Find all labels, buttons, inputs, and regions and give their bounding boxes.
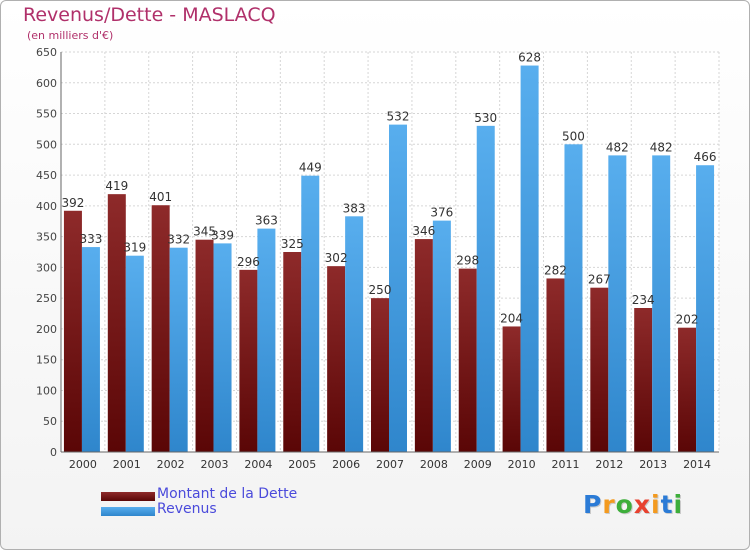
x-tick-label-2000: 2000 bbox=[69, 458, 97, 471]
bar-revenus-2013 bbox=[652, 155, 671, 452]
x-tick-label-2011: 2011 bbox=[551, 458, 579, 471]
legend-label-revenus: Revenus bbox=[157, 501, 217, 517]
bar-dette-2008 bbox=[414, 239, 433, 452]
x-tick-label-2007: 2007 bbox=[376, 458, 404, 471]
x-tick-label-2012: 2012 bbox=[595, 458, 623, 471]
y-tick-label-250: 250 bbox=[36, 292, 57, 305]
data-label-revenus-2006: 383 bbox=[343, 201, 366, 215]
bar-dette-2007 bbox=[371, 298, 389, 452]
data-label-revenus-2012: 482 bbox=[606, 140, 629, 154]
bar-revenus-2005 bbox=[301, 175, 320, 452]
data-label-dette-2002: 401 bbox=[149, 190, 172, 204]
bar-revenus-2014 bbox=[696, 165, 715, 452]
chart-title: Revenus/Dette - MASLACQ bbox=[23, 4, 276, 26]
bar-dette-2001 bbox=[107, 194, 126, 452]
y-tick-label-550: 550 bbox=[36, 108, 57, 121]
bar-dette-2003 bbox=[195, 239, 214, 452]
data-label-dette-2014: 202 bbox=[676, 313, 699, 327]
bar-revenus-2012 bbox=[608, 155, 627, 452]
data-label-dette-2010: 204 bbox=[500, 311, 523, 325]
y-tick-label-500: 500 bbox=[36, 138, 57, 151]
data-label-dette-2004: 296 bbox=[237, 255, 260, 269]
legend-label-dette: Montant de la Dette bbox=[157, 486, 298, 502]
y-tick-label-200: 200 bbox=[36, 323, 57, 336]
bar-dette-2012 bbox=[590, 287, 609, 452]
data-label-revenus-2005: 449 bbox=[299, 161, 322, 175]
y-tick-label-650: 650 bbox=[36, 46, 57, 59]
data-label-revenus-2009: 530 bbox=[474, 111, 497, 125]
x-tick-label-2008: 2008 bbox=[420, 458, 448, 471]
data-label-revenus-2004: 363 bbox=[255, 214, 278, 228]
data-label-dette-2009: 298 bbox=[456, 254, 479, 268]
bar-dette-2002 bbox=[151, 205, 170, 452]
legend-swatch-dette bbox=[101, 492, 155, 501]
bar-dette-2006 bbox=[327, 266, 346, 452]
bar-dette-2013 bbox=[634, 308, 653, 452]
data-label-revenus-2010: 628 bbox=[518, 51, 541, 65]
bar-revenus-2008 bbox=[432, 220, 451, 452]
data-label-dette-2011: 282 bbox=[544, 263, 567, 277]
bar-revenus-2007 bbox=[389, 124, 407, 452]
data-label-dette-2000: 392 bbox=[61, 196, 84, 210]
bar-revenus-2004 bbox=[257, 228, 276, 452]
bar-revenus-2006 bbox=[345, 216, 364, 452]
bar-dette-2011 bbox=[546, 278, 565, 452]
bar-dette-2014 bbox=[678, 327, 697, 452]
y-tick-label-300: 300 bbox=[36, 261, 57, 274]
legend-swatch-revenus bbox=[101, 507, 155, 516]
y-tick-label-150: 150 bbox=[36, 354, 57, 367]
data-label-revenus-2000: 333 bbox=[79, 232, 102, 246]
y-tick-label-0: 0 bbox=[50, 446, 57, 459]
data-label-dette-2007: 250 bbox=[369, 283, 392, 297]
x-tick-label-2004: 2004 bbox=[244, 458, 272, 471]
y-tick-label-600: 600 bbox=[36, 77, 57, 90]
x-tick-label-2005: 2005 bbox=[288, 458, 316, 471]
x-tick-label-2014: 2014 bbox=[683, 458, 711, 471]
bar-dette-2005 bbox=[283, 252, 302, 452]
data-label-revenus-2013: 482 bbox=[650, 140, 673, 154]
data-label-dette-2001: 419 bbox=[105, 179, 128, 193]
bar-revenus-2003 bbox=[213, 243, 232, 452]
bar-dette-2000 bbox=[63, 210, 82, 452]
chart-subtitle: (en milliers d'€) bbox=[27, 29, 114, 42]
data-label-revenus-2011: 500 bbox=[562, 129, 585, 143]
bar-revenus-2002 bbox=[169, 247, 188, 452]
bar-dette-2004 bbox=[239, 269, 258, 452]
data-label-dette-2005: 325 bbox=[281, 237, 304, 251]
data-label-dette-2006: 302 bbox=[325, 251, 348, 265]
data-label-revenus-2001: 319 bbox=[123, 241, 146, 255]
bar-revenus-2010 bbox=[520, 65, 539, 453]
bar-revenus-2011 bbox=[564, 144, 583, 453]
x-tick-label-2001: 2001 bbox=[113, 458, 141, 471]
data-label-dette-2012: 267 bbox=[588, 273, 611, 287]
bar-dette-2010 bbox=[502, 326, 521, 452]
bar-revenus-2001 bbox=[125, 255, 144, 452]
data-label-dette-2003: 345 bbox=[193, 225, 216, 239]
y-tick-label-50: 50 bbox=[43, 415, 57, 428]
data-label-dette-2008: 346 bbox=[412, 224, 435, 238]
data-label-revenus-2002: 332 bbox=[167, 233, 190, 247]
x-tick-label-2013: 2013 bbox=[639, 458, 667, 471]
data-label-revenus-2003: 339 bbox=[211, 228, 234, 242]
y-tick-label-400: 400 bbox=[36, 200, 57, 213]
x-tick-label-2009: 2009 bbox=[464, 458, 492, 471]
bar-revenus-2009 bbox=[476, 125, 495, 452]
data-label-revenus-2007: 532 bbox=[387, 110, 410, 124]
bar-revenus-2000 bbox=[81, 247, 100, 452]
x-tick-label-2002: 2002 bbox=[157, 458, 185, 471]
x-tick-label-2003: 2003 bbox=[201, 458, 229, 471]
x-tick-label-2010: 2010 bbox=[508, 458, 536, 471]
data-label-dette-2013: 234 bbox=[632, 293, 655, 307]
proxiti-logo: Proxiti bbox=[583, 490, 684, 519]
y-tick-label-450: 450 bbox=[36, 169, 57, 182]
y-tick-label-350: 350 bbox=[36, 231, 57, 244]
bar-dette-2009 bbox=[458, 268, 477, 452]
data-label-revenus-2014: 466 bbox=[694, 150, 717, 164]
data-label-revenus-2008: 376 bbox=[430, 206, 453, 220]
y-tick-label-100: 100 bbox=[36, 384, 57, 397]
x-tick-label-2006: 2006 bbox=[332, 458, 360, 471]
